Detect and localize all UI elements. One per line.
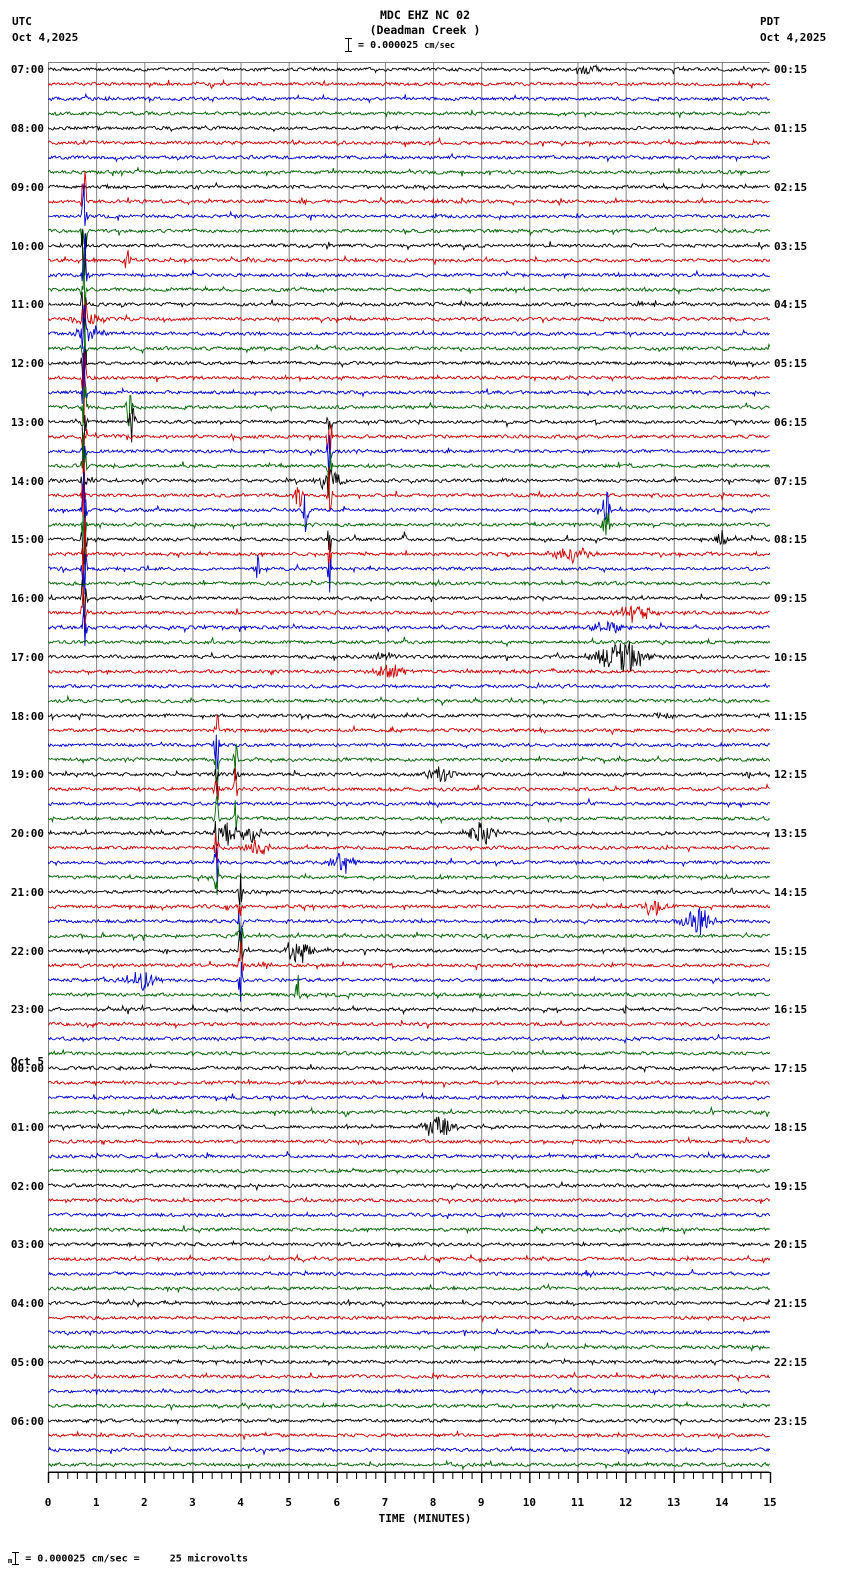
pdt-label: PDT <box>760 15 780 28</box>
x-tick-label: 14 <box>715 1496 729 1509</box>
right-time-label: 20:15 <box>774 1238 808 1252</box>
x-axis-ticks <box>47 1472 772 1483</box>
scale-bar-icon <box>345 38 352 52</box>
footer-prefix-glyph: m <box>8 1557 13 1565</box>
left-time-label: 08:00 <box>10 122 44 136</box>
x-axis-title: TIME (MINUTES) <box>378 1512 472 1525</box>
left-time-label: 06:00 <box>10 1414 44 1428</box>
right-time-label: 17:15 <box>774 1062 808 1076</box>
right-time-label: 19:15 <box>774 1179 808 1193</box>
right-time-label: 10:15 <box>774 650 808 664</box>
left-time-label: 02:00 <box>10 1179 44 1193</box>
left-time-label: 11:00 <box>10 298 44 312</box>
right-time-label: 16:15 <box>774 1003 808 1017</box>
left-time-label: 18:00 <box>10 709 44 723</box>
right-time-label: 03:15 <box>774 239 808 253</box>
left-time-label: 09:00 <box>10 180 44 194</box>
left-time-label: 17:00 <box>10 650 44 664</box>
left-time-label: 10:00 <box>10 239 44 253</box>
left-day-marker: Oct 5 <box>10 1055 44 1069</box>
left-time-label: 03:00 <box>10 1238 44 1252</box>
footer-scale-bar-icon <box>12 1552 20 1565</box>
right-time-label: 15:15 <box>774 944 808 958</box>
x-axis-tick-labels: 0 1 2 3 4 5 6 7 8 9 10 11 12 13 14 15 <box>0 1496 850 1512</box>
right-time-label: 08:15 <box>774 533 808 547</box>
right-time-label: 05:15 <box>774 357 808 371</box>
x-tick-label: 5 <box>285 1496 292 1509</box>
right-time-label: 13:15 <box>774 827 808 841</box>
x-tick-label: 3 <box>189 1496 196 1509</box>
left-time-label: 01:00 <box>10 1120 44 1134</box>
scale-legend: = 0.000025 cm/sec <box>345 38 455 52</box>
right-time-label: 07:15 <box>774 474 808 488</box>
x-tick-label: 2 <box>140 1496 148 1509</box>
seismogram-traces <box>48 62 770 1472</box>
right-time-label: 21:15 <box>774 1297 808 1311</box>
station-name-line: (Deadman Creek ) <box>369 23 481 37</box>
footer-scale-note: m = 0.000025 cm/sec = 25 microvolts <box>8 1552 248 1565</box>
left-time-label: 04:00 <box>10 1297 44 1311</box>
right-time-label: 23:15 <box>774 1414 808 1428</box>
footer-microvolts: 25 microvolts <box>169 1553 249 1565</box>
x-tick-label: 8 <box>429 1496 437 1509</box>
x-tick-label: 4 <box>237 1496 244 1509</box>
x-tick-label: 15 <box>763 1496 777 1509</box>
station-code-line: MDC EHZ NC 02 <box>379 8 470 22</box>
right-time-label: 12:15 <box>774 768 808 782</box>
left-time-label: 15:00 <box>10 533 44 547</box>
right-time-label: 14:15 <box>774 885 808 899</box>
right-time-label: 01:15 <box>774 122 808 136</box>
x-tick-label: 11 <box>570 1496 585 1509</box>
right-time-label: 06:15 <box>774 415 808 429</box>
x-tick-label: 12 <box>618 1496 633 1509</box>
helicorder-plot[interactable] <box>48 62 770 1472</box>
right-time-label: 02:15 <box>774 180 808 194</box>
utc-label: UTC <box>12 15 32 28</box>
right-time-label: 22:15 <box>774 1355 808 1369</box>
x-tick-label: 10 <box>522 1496 536 1509</box>
right-time-label: 00:15 <box>774 63 808 77</box>
x-tick-label: 13 <box>667 1496 681 1509</box>
left-time-label: 16:00 <box>10 592 44 606</box>
header-right-timezone-block: PDT Oct 4,2025 <box>760 14 840 46</box>
right-time-label: 09:15 <box>774 592 808 606</box>
left-time-label: 23:00 <box>10 1003 44 1017</box>
right-time-label: 18:15 <box>774 1120 808 1134</box>
left-time-label: 22:00 <box>10 944 44 958</box>
left-time-label: 12:00 <box>10 357 44 371</box>
x-tick-label: 1 <box>92 1496 100 1509</box>
scale-unit: cm/sec <box>424 41 455 51</box>
left-time-label: 00:00 <box>10 1062 44 1076</box>
right-time-label: 04:15 <box>774 298 808 312</box>
footer-main-text: = 0.000025 cm/sec = <box>25 1553 140 1565</box>
scale-value: = 0.000025 <box>358 40 419 51</box>
right-time-label: 11:15 <box>774 709 808 723</box>
left-time-label: 05:00 <box>10 1355 44 1369</box>
header-station-block: MDC EHZ NC 02 (Deadman Creek ) <box>0 8 850 38</box>
x-tick-label: 9 <box>477 1496 485 1509</box>
left-time-label: 21:00 <box>10 885 44 899</box>
left-time-label: 13:00 <box>10 415 44 429</box>
x-tick-label: 6 <box>333 1496 341 1509</box>
utc-date: Oct 4,2025 <box>12 31 79 44</box>
header-left-timezone-block: UTC Oct 4,2025 <box>12 14 78 46</box>
left-time-label: 07:00 <box>10 63 44 77</box>
left-time-label: 14:00 <box>10 474 44 488</box>
x-tick-label: 7 <box>381 1496 389 1509</box>
pdt-date: Oct 4,2025 <box>760 31 827 44</box>
left-time-label: 19:00 <box>10 768 44 782</box>
left-time-label: 20:00 <box>10 827 44 841</box>
x-tick-label: 0 <box>44 1496 52 1509</box>
